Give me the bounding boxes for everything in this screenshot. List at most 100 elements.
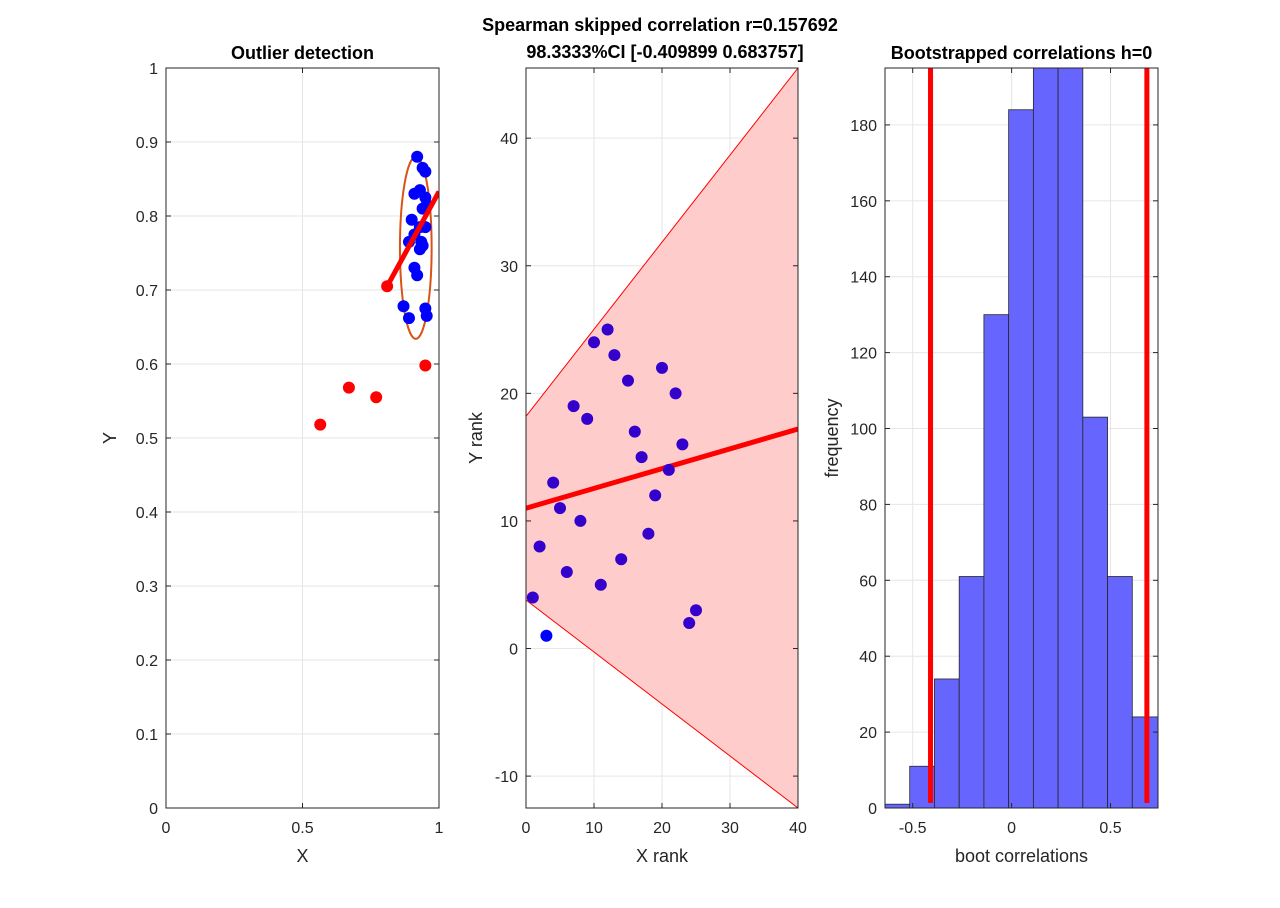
bootstrap-histogram-panel: -0.5 0 0.5 0 20 40 60 80 100 120 140 160 180 boot cor… [822, 43, 1159, 866]
p2-rank-point [622, 374, 634, 387]
p1-inlier-point [405, 213, 418, 226]
p2-ytick-label: 20 [500, 386, 518, 403]
p2-rank-point [601, 323, 614, 336]
p3-ytick-label: 120 [850, 346, 877, 363]
p2-rank-point [574, 514, 587, 527]
p1-inlier-point [402, 312, 415, 325]
p1-inlier-point [419, 165, 432, 178]
p2-rank-point [581, 412, 594, 425]
p2-xtick-label: 30 [721, 820, 739, 837]
p3-data-layer [885, 68, 1158, 808]
p1-data-layer [314, 150, 439, 431]
p2-xtick-label: 10 [585, 820, 603, 837]
p3-ytick-label: 180 [850, 118, 877, 135]
p1-ytick-label: 0.9 [136, 135, 158, 152]
p2-rank-point [554, 502, 566, 515]
p2-rank-point [656, 361, 668, 374]
p2-rank-point [642, 527, 655, 540]
outlier-detection-panel: 0 0.5 1 0 0.1 0.2 0.3 0.4 0.5 0.6 0.7 0.8 0.9 1 X Y Outl… [100, 43, 444, 866]
p2-ytick-label: 10 [500, 514, 518, 531]
p2-rank-point [676, 438, 689, 451]
p2-rank-point [649, 489, 662, 502]
p1-ytick-label: 0.7 [136, 283, 158, 300]
suptitle-line-2: 98.3333%CI [-0.409899 0.683757] [526, 42, 803, 62]
p2-rank-point [540, 629, 553, 642]
p2-ylabel: Y rank [466, 411, 486, 464]
p2-rank-point [547, 476, 560, 489]
p3-ytick-label: 0 [868, 801, 877, 818]
p2-rank-point [526, 591, 539, 604]
p3-title: Bootstrapped correlations h=0 [891, 43, 1153, 63]
p2-rank-point [669, 387, 682, 400]
p2-fit-line [526, 426, 798, 511]
p2-rank-point [533, 540, 546, 553]
p1-xtick-label: 1 [435, 820, 444, 837]
p2-confidence-band [526, 68, 798, 808]
p2-rank-point [628, 425, 641, 438]
p3-histogram-bar [1008, 109, 1034, 808]
p3-xtick-label: 0.5 [1099, 820, 1121, 837]
p3-histogram-bar [885, 803, 911, 808]
p1-fit-line [384, 190, 439, 288]
p2-rank-point [683, 617, 696, 629]
p1-ytick-label: 0.6 [136, 357, 158, 374]
suptitle-line-1: Spearman skipped correlation r=0.157692 [482, 15, 838, 35]
p2-ytick-label: 40 [500, 131, 518, 148]
p1-ytick-label: 0.4 [136, 505, 158, 522]
p1-inlier-point [420, 309, 433, 322]
p3-xtick-label: -0.5 [899, 820, 927, 837]
p1-xtick-label: 0 [162, 820, 171, 837]
p3-histogram-bar [958, 576, 985, 808]
p2-rank-point [635, 451, 648, 464]
p2-rank-point [615, 553, 628, 566]
p2-rank-point [560, 565, 573, 578]
p2-xtick-label: 0 [522, 820, 531, 837]
p3-histogram-bar [983, 314, 1010, 808]
p3-ytick-label: 20 [859, 725, 877, 742]
p2-ytick-label: 30 [500, 259, 518, 276]
p1-ytick-label: 0.2 [136, 653, 158, 670]
p2-rank-point [588, 336, 600, 349]
p2-rank-point [567, 400, 580, 413]
p1-outlier-point [370, 391, 383, 404]
p3-ytick-label: 80 [859, 497, 877, 514]
p1-outlier-point [314, 418, 327, 431]
p1-ytick-label: 1 [149, 61, 158, 78]
p1-outlier-point [419, 359, 432, 372]
p1-ytick-label: 0.3 [136, 579, 158, 596]
p3-ytick-label: 100 [850, 422, 877, 439]
p3-xlabel: boot correlations [955, 846, 1088, 866]
p3-histogram-bar [1032, 68, 1059, 808]
p3-histogram-bar [934, 678, 960, 808]
p1-ytick-label: 0 [149, 801, 158, 818]
p1-ylabel: Y [100, 432, 120, 444]
p1-ytick-label: 0.5 [136, 431, 158, 448]
p2-xtick-label: 20 [653, 820, 671, 837]
p2-rank-point [662, 463, 675, 476]
p3-histogram-bar [1107, 576, 1133, 808]
p3-ytick-label: 140 [850, 270, 877, 287]
p2-rank-point [690, 604, 702, 617]
p1-inlier-point [413, 243, 426, 256]
p3-ytick-label: 160 [850, 194, 877, 211]
p3-ytick-label: 60 [859, 573, 877, 590]
p1-ytick-label: 0.8 [136, 209, 158, 226]
p3-histogram-bar [1057, 68, 1084, 808]
p1-xtick-label: 0.5 [291, 820, 313, 837]
p3-xtick-label: 0 [1007, 820, 1016, 837]
p1-ytick-label: 0.1 [136, 727, 158, 744]
p2-xlabel: X rank [636, 846, 689, 866]
p2-xtick-label: 40 [789, 820, 807, 837]
p2-data-layer [526, 68, 798, 808]
p1-outlier-point [342, 381, 355, 394]
p1-inlier-point [411, 269, 424, 282]
p1-inlier-point [411, 150, 424, 163]
p1-xlabel: X [296, 846, 308, 866]
p1-title: Outlier detection [231, 43, 374, 63]
p2-ytick-label: -10 [495, 769, 518, 786]
p3-histogram-bar [1082, 416, 1108, 808]
p3-ylabel: frequency [822, 398, 842, 477]
rank-scatter-panel: 0 10 20 30 40 -10 0 10 20 30 40 X rank Y rank [466, 67, 807, 866]
p3-ytick-label: 40 [859, 649, 877, 666]
